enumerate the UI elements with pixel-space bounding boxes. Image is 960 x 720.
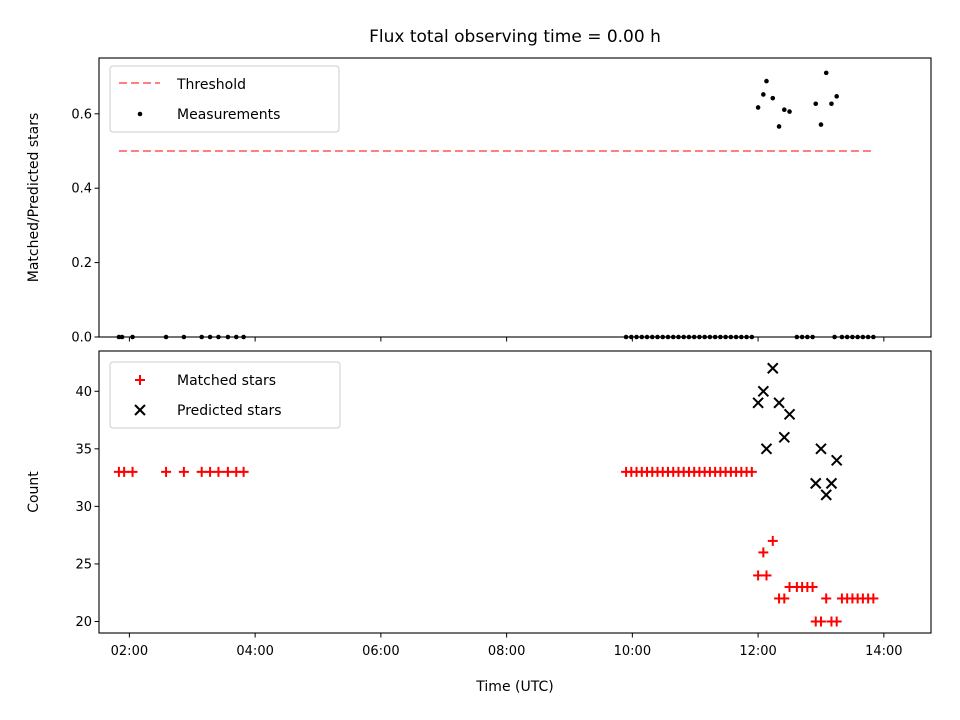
matched-star-marker xyxy=(222,466,233,477)
measurement-point xyxy=(755,105,761,110)
matched-star-marker xyxy=(213,466,224,477)
x-tick-label: 02:00 xyxy=(111,644,148,659)
predicted-star-stroke-b xyxy=(830,454,843,467)
predicted-star-stroke-b xyxy=(767,362,779,374)
top-legend: Threshold Measurements xyxy=(109,65,340,133)
y-tick-label: 25 xyxy=(75,557,92,572)
predicted-star-stroke-b xyxy=(752,397,764,409)
bottom-legend: Matched stars Predicted stars xyxy=(109,361,341,429)
y-tick-label: 40 xyxy=(75,385,92,400)
matched-star-marker xyxy=(758,547,769,558)
predicted-star-marker xyxy=(752,397,764,409)
measurement-point xyxy=(781,107,787,113)
matched-star-marker xyxy=(868,593,879,604)
top-legend-box xyxy=(109,65,340,133)
bottom-panel-axes: 02:00 04:00 06:00 08:00 10:00 12:00 14:00 20 25 3… xyxy=(75,385,902,659)
legend-predicted-stroke-b xyxy=(134,404,146,416)
matched-star-marker xyxy=(753,570,764,581)
y-tick-label: 20 xyxy=(75,615,92,630)
predicted-star-stroke-b xyxy=(773,397,785,409)
predicted-star-stroke-b xyxy=(757,385,770,397)
bottom-panel-frame xyxy=(98,350,932,634)
predicted-star-stroke-b xyxy=(815,443,827,455)
predicted-star-marker xyxy=(825,477,838,490)
y-tick-label: 0.2 xyxy=(71,256,92,271)
predicted-star-marker xyxy=(773,397,785,409)
matched-star-marker xyxy=(196,466,207,477)
matched-star-marker xyxy=(821,593,832,604)
matched-star-marker xyxy=(205,466,216,477)
legend-predicted-label: Predicted stars xyxy=(177,403,282,419)
y-tick-label: 0.4 xyxy=(71,182,92,197)
matched-star-marker xyxy=(127,466,138,477)
predicted-star-marker xyxy=(820,489,832,501)
y-tick-label: 0.6 xyxy=(71,107,92,122)
x-tick-label: 12:00 xyxy=(739,644,776,659)
matched-star-marker xyxy=(178,466,189,477)
matched-star-marker xyxy=(779,593,790,604)
measurement-point xyxy=(787,109,792,114)
x-tick-label: 14:00 xyxy=(865,644,902,659)
predicted-star-stroke-b xyxy=(810,477,822,490)
x-axis-label: Time (UTC) xyxy=(475,679,553,695)
matched-star-marker xyxy=(767,535,778,546)
measurement-point xyxy=(829,101,834,107)
predicted-star-marker xyxy=(783,408,796,421)
predicted-star-marker xyxy=(767,362,779,374)
matched-star-marker xyxy=(761,570,772,581)
legend-measurement-marker xyxy=(137,111,143,117)
predicted-star-marker xyxy=(760,443,773,455)
legend-matched-label: Matched stars xyxy=(177,373,276,389)
top-panel: 0.0 0.2 0.4 0.6 Matched/Predicted stars Thr… xyxy=(26,57,932,346)
legend-matched-marker xyxy=(135,375,145,385)
y-tick-label: 0.0 xyxy=(71,331,92,346)
measurement-point xyxy=(813,101,819,107)
matched-star-marker xyxy=(746,466,757,477)
bottom-legend-box xyxy=(109,361,341,429)
predicted-star-marker xyxy=(830,454,843,467)
matched-star-marker xyxy=(238,466,249,477)
measurement-point xyxy=(776,124,782,129)
x-tick-label: 04:00 xyxy=(236,644,273,659)
predicted-star-stroke-b xyxy=(820,489,832,501)
predicted-star-stroke-b xyxy=(778,431,791,444)
y-tick-label: 30 xyxy=(75,500,92,515)
top-panel-axes: 0.0 0.2 0.4 0.6 xyxy=(71,107,885,346)
measurement-point xyxy=(761,92,766,97)
bottom-panel-marks xyxy=(113,362,879,627)
matched-star-marker xyxy=(807,581,818,592)
measurement-point xyxy=(818,122,824,127)
predicted-star-stroke-b xyxy=(825,477,838,490)
predicted-star-marker xyxy=(778,431,791,444)
measurement-point xyxy=(823,70,829,76)
predicted-star-marker xyxy=(810,477,822,490)
predicted-star-marker xyxy=(757,385,770,397)
legend-measurement-label: Measurements xyxy=(177,107,280,123)
matched-star-marker xyxy=(119,466,130,477)
legend-predicted-marker xyxy=(134,404,146,416)
x-tick-label: 10:00 xyxy=(614,644,651,659)
bottom-panel: 02:00 04:00 06:00 08:00 10:00 12:00 14:00 20 25 3… xyxy=(26,350,932,695)
matched-star-marker xyxy=(161,466,172,477)
measurement-point xyxy=(764,78,769,84)
x-tick-label: 06:00 xyxy=(362,644,399,659)
top-y-axis-label: Matched/Predicted stars xyxy=(26,113,42,283)
predicted-star-marker xyxy=(815,443,827,455)
measurement-point xyxy=(834,94,839,99)
top-panel-frame xyxy=(98,57,932,338)
matched-star-marker xyxy=(815,616,826,627)
measurement-point xyxy=(770,95,776,101)
x-tick-label: 08:00 xyxy=(488,644,525,659)
chart-title: Flux total observing time = 0.00 h xyxy=(369,27,661,47)
bottom-y-axis-label: Count xyxy=(26,471,42,513)
matched-star-marker xyxy=(831,616,842,627)
y-tick-label: 35 xyxy=(75,442,92,457)
legend-threshold-label: Threshold xyxy=(176,77,246,93)
predicted-star-stroke-b xyxy=(783,408,796,421)
predicted-star-stroke-b xyxy=(760,443,773,455)
